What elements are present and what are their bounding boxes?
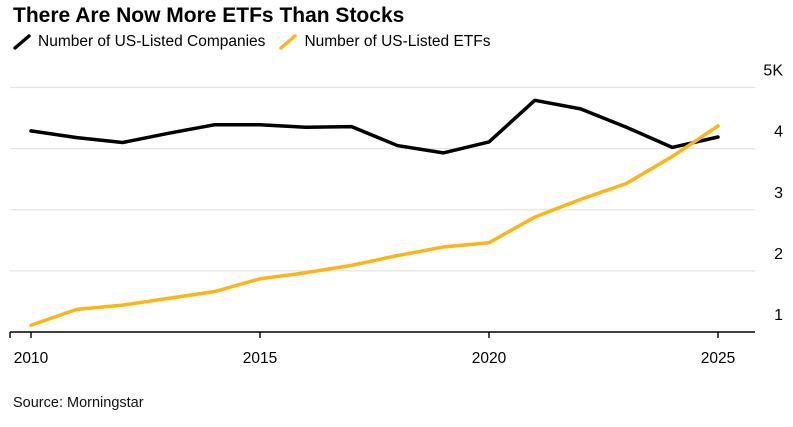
companies-line (29, 98, 720, 155)
x-axis-label: 2020 (472, 350, 507, 367)
y-axis-label: 1 (774, 307, 783, 324)
chart-title: There Are Now More ETFs Than Stocks (13, 4, 405, 27)
legend-item-etfs: Number of US-Listed ETFs (279, 33, 491, 51)
legend-label-companies: Number of US-Listed Companies (38, 33, 266, 50)
legend-item-companies: Number of US-Listed Companies (13, 33, 265, 51)
y-axis-label: 2 (774, 246, 783, 263)
diagonal-line-icon (13, 34, 31, 50)
legend-label-etfs: Number of US-Listed ETFs (304, 33, 491, 50)
etfs-line (29, 124, 720, 328)
x-axis-label: 2025 (701, 350, 735, 367)
y-axis-label: 3 (774, 185, 783, 202)
x-axis-label: 2015 (243, 350, 277, 367)
y-axis-label: 5K (763, 63, 783, 80)
legend: Number of US-Listed Companies Number of … (13, 33, 491, 51)
diagonal-line-icon (279, 34, 298, 50)
y-axis-label: 4 (774, 124, 783, 141)
x-axis-label: 2010 (14, 350, 49, 367)
source-note: Source: Morningstar (13, 395, 144, 411)
